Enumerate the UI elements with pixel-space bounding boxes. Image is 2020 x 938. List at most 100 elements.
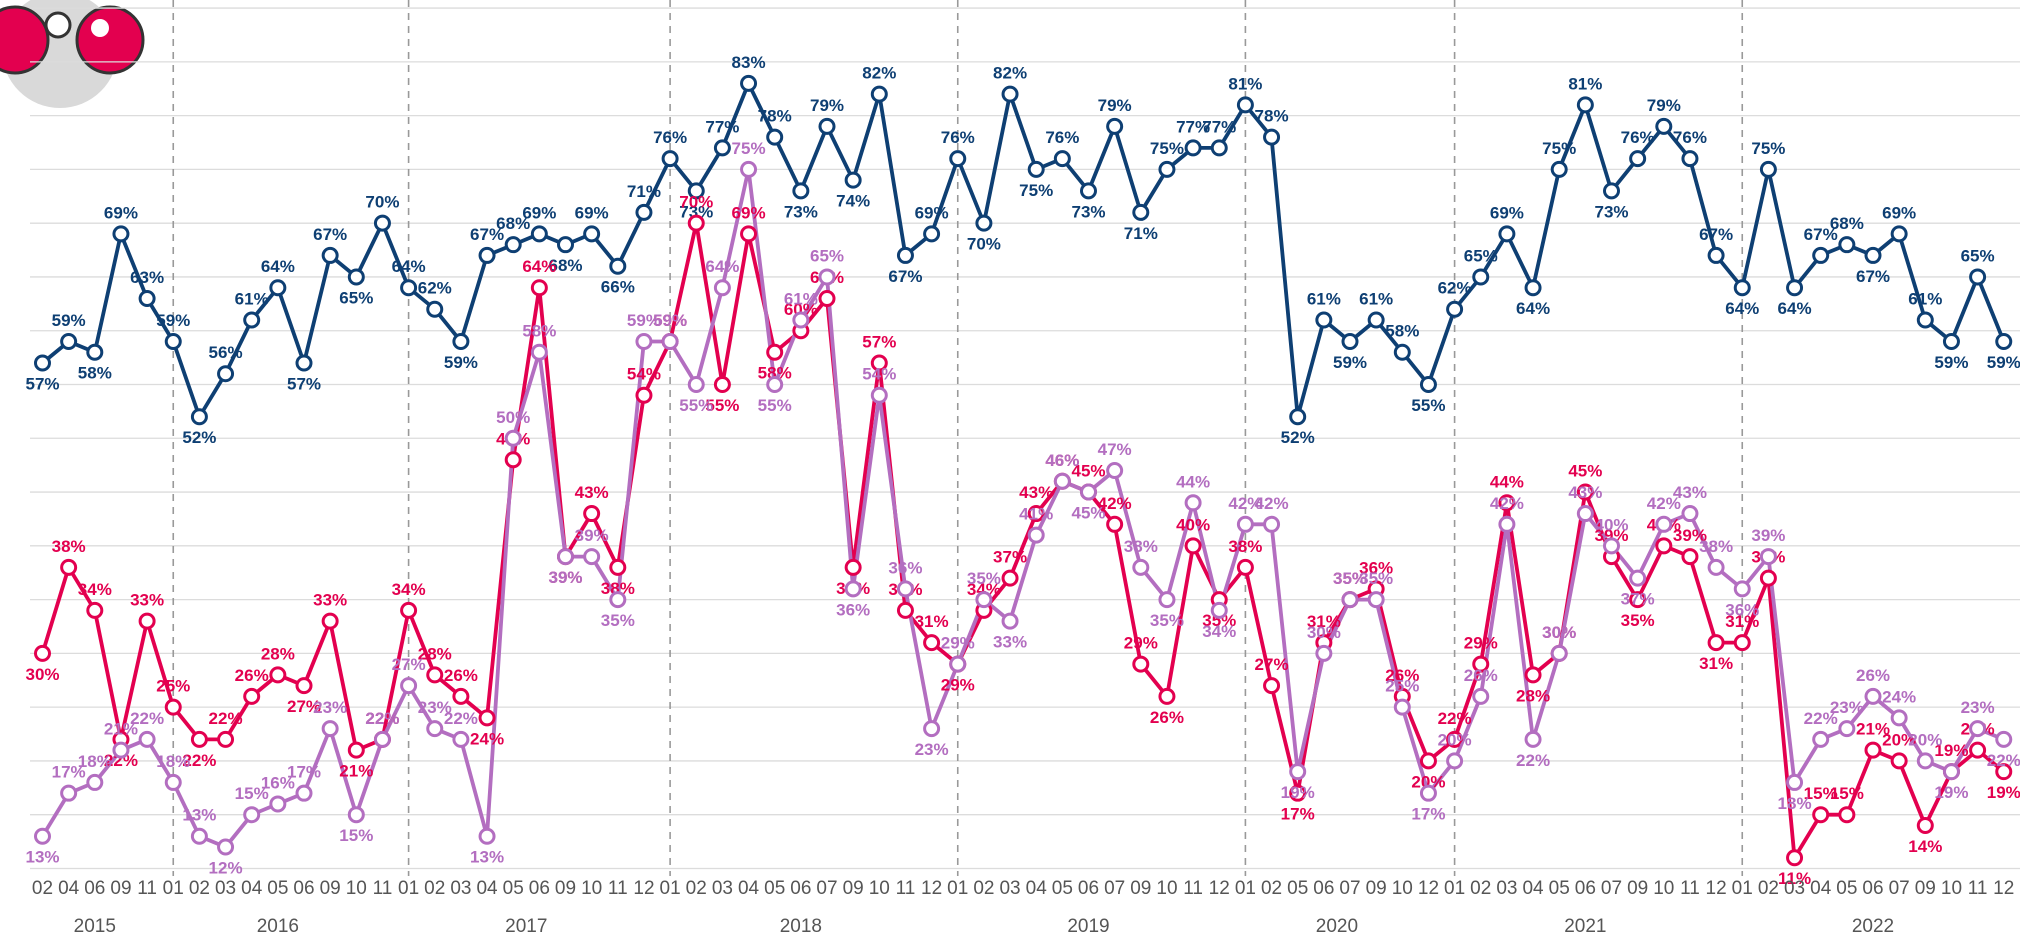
data-point	[426, 720, 444, 738]
data-point	[452, 332, 470, 350]
data-label: 78%	[1255, 107, 1289, 126]
data-label: 22%	[365, 709, 399, 728]
year-label: 2016	[257, 916, 299, 937]
data-point	[426, 666, 444, 684]
data-label: 67%	[313, 225, 347, 244]
data-point	[1524, 730, 1542, 748]
data-point	[1132, 655, 1150, 673]
data-label: 41%	[1019, 505, 1053, 524]
x-tick-label: 05	[1052, 878, 1073, 899]
data-label: 57%	[287, 374, 321, 393]
data-label: 26%	[1150, 708, 1184, 727]
x-tick-label: 05	[1287, 878, 1308, 899]
data-label: 59%	[1987, 353, 2020, 372]
data-point	[269, 666, 287, 684]
data-point	[1681, 505, 1699, 523]
data-label: 55%	[758, 396, 792, 415]
data-point	[870, 386, 888, 404]
data-label: 43%	[1673, 483, 1707, 502]
data-point	[60, 558, 78, 576]
data-point	[792, 311, 810, 329]
data-label: 50%	[496, 408, 530, 427]
data-point	[1629, 150, 1647, 168]
data-point	[1655, 117, 1673, 135]
data-point	[1655, 515, 1673, 533]
logo-decoration	[0, 0, 145, 108]
data-label: 71%	[1124, 224, 1158, 243]
data-label: 15%	[1830, 784, 1864, 803]
data-label: 64%	[1778, 299, 1812, 318]
data-label: 76%	[1621, 128, 1655, 147]
data-point	[1498, 515, 1516, 533]
data-label: 31%	[915, 612, 949, 631]
x-tick-label: 09	[1130, 878, 1151, 899]
data-point	[1733, 279, 1751, 297]
data-point	[1707, 634, 1725, 652]
data-label: 22%	[365, 709, 399, 728]
data-point	[1655, 537, 1673, 555]
x-tick-label: 11	[1680, 878, 1700, 899]
data-point	[792, 182, 810, 200]
data-label: 75%	[1150, 139, 1184, 158]
x-tick-label: 01	[1444, 878, 1465, 899]
data-label: 39%	[575, 526, 609, 545]
data-point	[1419, 752, 1437, 770]
data-point	[661, 332, 679, 350]
data-label: 34%	[967, 580, 1001, 599]
data-label: 17%	[1411, 805, 1445, 824]
data-point	[190, 827, 208, 845]
data-point	[713, 375, 731, 393]
x-tick-label: 02	[189, 878, 210, 899]
data-label: 18%	[1778, 794, 1812, 813]
data-label: 20%	[1882, 730, 1916, 749]
data-point	[1393, 343, 1411, 361]
data-label: 46%	[1045, 451, 1079, 470]
x-tick-label: 06	[1078, 878, 1099, 899]
data-point	[1916, 816, 1934, 834]
data-label: 22%	[1438, 709, 1472, 728]
data-point	[923, 225, 941, 243]
data-label: 75%	[1751, 139, 1785, 158]
x-tick-label: 02	[1261, 878, 1282, 899]
data-label: 62%	[1438, 279, 1472, 298]
data-point	[1367, 311, 1385, 329]
data-label: 30%	[25, 665, 59, 684]
data-label: 65%	[1961, 246, 1995, 265]
data-label: 83%	[732, 53, 766, 72]
x-tick-label: 01	[163, 878, 184, 899]
data-point	[1864, 246, 1882, 264]
data-point	[1969, 720, 1987, 738]
data-label: 11%	[1778, 869, 1811, 888]
x-tick-label: 10	[869, 878, 890, 899]
x-tick-label: 11	[137, 878, 157, 899]
x-tick-label: 05	[1836, 878, 1857, 899]
data-point	[557, 236, 574, 254]
data-point	[1367, 591, 1385, 609]
data-point	[1759, 569, 1777, 587]
data-point	[1550, 644, 1568, 662]
x-tick-label: 06	[1575, 878, 1596, 899]
data-point	[1053, 472, 1071, 490]
x-tick-label: 02	[32, 878, 53, 899]
data-point	[896, 580, 914, 598]
x-tick-label: 12	[1706, 878, 1727, 899]
data-point	[1446, 300, 1464, 318]
data-label: 33%	[130, 591, 164, 610]
data-point	[949, 150, 967, 168]
data-label: 38%	[1699, 537, 1733, 556]
x-tick-label: 07	[1601, 878, 1622, 899]
series-lines	[40, 81, 2006, 860]
year-label: 2015	[74, 916, 116, 937]
data-label: 35%	[1333, 569, 1367, 588]
data-label: 67%	[1804, 225, 1838, 244]
data-point	[321, 246, 339, 264]
data-point	[1681, 150, 1699, 168]
data-label: 76%	[653, 128, 687, 147]
data-label: 52%	[1281, 428, 1315, 447]
x-tick-label: 03	[215, 878, 236, 899]
data-point	[138, 612, 156, 630]
data-point	[1812, 730, 1830, 748]
data-label: 21%	[1856, 720, 1890, 739]
data-label: 69%	[575, 203, 609, 222]
data-label: 69%	[732, 203, 766, 222]
